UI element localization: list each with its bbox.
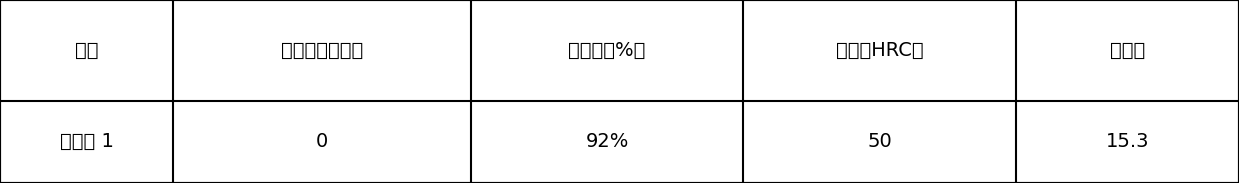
Text: 实施例 1: 实施例 1 bbox=[59, 132, 114, 151]
Text: 脱渣率（%）: 脱渣率（%） bbox=[569, 41, 646, 60]
Text: 氮气孔（个数）: 氮气孔（个数） bbox=[281, 41, 363, 60]
Text: 硬度（HRC）: 硬度（HRC） bbox=[836, 41, 923, 60]
Text: 示例: 示例 bbox=[76, 41, 98, 60]
Text: 50: 50 bbox=[867, 132, 892, 151]
Text: 92%: 92% bbox=[585, 132, 629, 151]
Text: 15.3: 15.3 bbox=[1105, 132, 1150, 151]
Text: 0: 0 bbox=[316, 132, 328, 151]
Text: 耐磨性: 耐磨性 bbox=[1110, 41, 1145, 60]
